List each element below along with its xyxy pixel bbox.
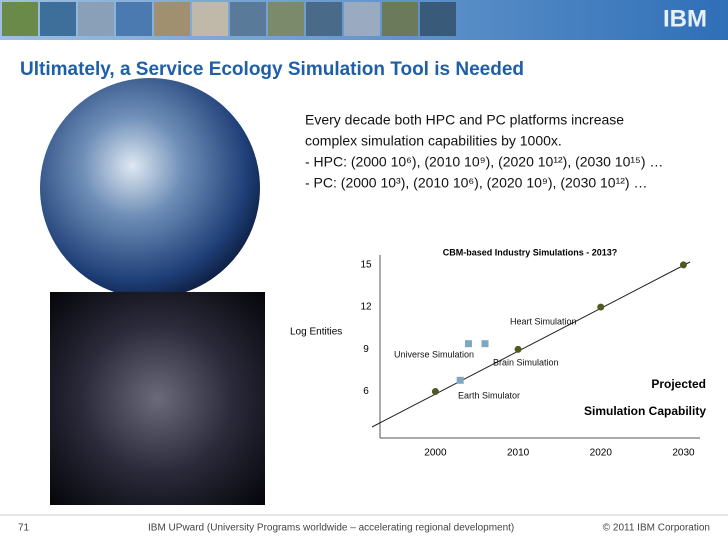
annotation: Heart Simulation <box>510 316 577 326</box>
x-tick-label: 2030 <box>672 448 695 459</box>
y-tick-label: 9 <box>363 344 369 355</box>
network-image <box>50 292 265 505</box>
annotation: Simulation Capability <box>584 404 706 418</box>
point <box>679 261 687 269</box>
body-line: - PC: (2000 10³), (2010 10⁶), (2020 10⁹)… <box>305 175 647 191</box>
page-number: 71 <box>18 523 30 534</box>
x-tick-label: 2020 <box>590 448 613 459</box>
annotation: Universe Simulation <box>394 349 474 359</box>
annotation: Earth Simulator <box>458 390 520 400</box>
point <box>464 340 472 348</box>
body-line: - HPC: (2000 10⁶), (2010 10⁹), (2020 10¹… <box>305 154 663 170</box>
trend-line <box>371 261 691 428</box>
y-tick-label: 6 <box>363 386 369 397</box>
copyright: © 2011 IBM Corporation <box>603 523 710 534</box>
point <box>514 345 522 353</box>
point <box>481 340 489 348</box>
y-tick-label: 12 <box>360 302 372 313</box>
x-tick-label: 2000 <box>424 448 447 459</box>
logo: IBM <box>663 5 707 32</box>
body-line: Every decade both HPC and PC platforms i… <box>305 112 624 128</box>
point <box>597 303 605 311</box>
y-tick-label: 15 <box>360 259 372 270</box>
footer-text: IBM UPward (University Programs worldwid… <box>148 523 514 534</box>
annotation: Brain Simulation <box>493 357 559 367</box>
body-line: complex simulation capabilities by 1000x… <box>305 133 562 149</box>
earth-image <box>40 78 260 298</box>
x-tick-label: 2010 <box>507 448 530 459</box>
point <box>456 376 464 384</box>
y-axis-label: Log Entities <box>290 327 342 338</box>
point <box>431 388 439 396</box>
slide-title: Ultimately, a Service Ecology Simulation… <box>20 59 524 80</box>
annotation: Projected <box>651 377 706 391</box>
banner-images <box>2 2 456 36</box>
chart-title: CBM-based Industry Simulations - 2013? <box>443 247 618 257</box>
